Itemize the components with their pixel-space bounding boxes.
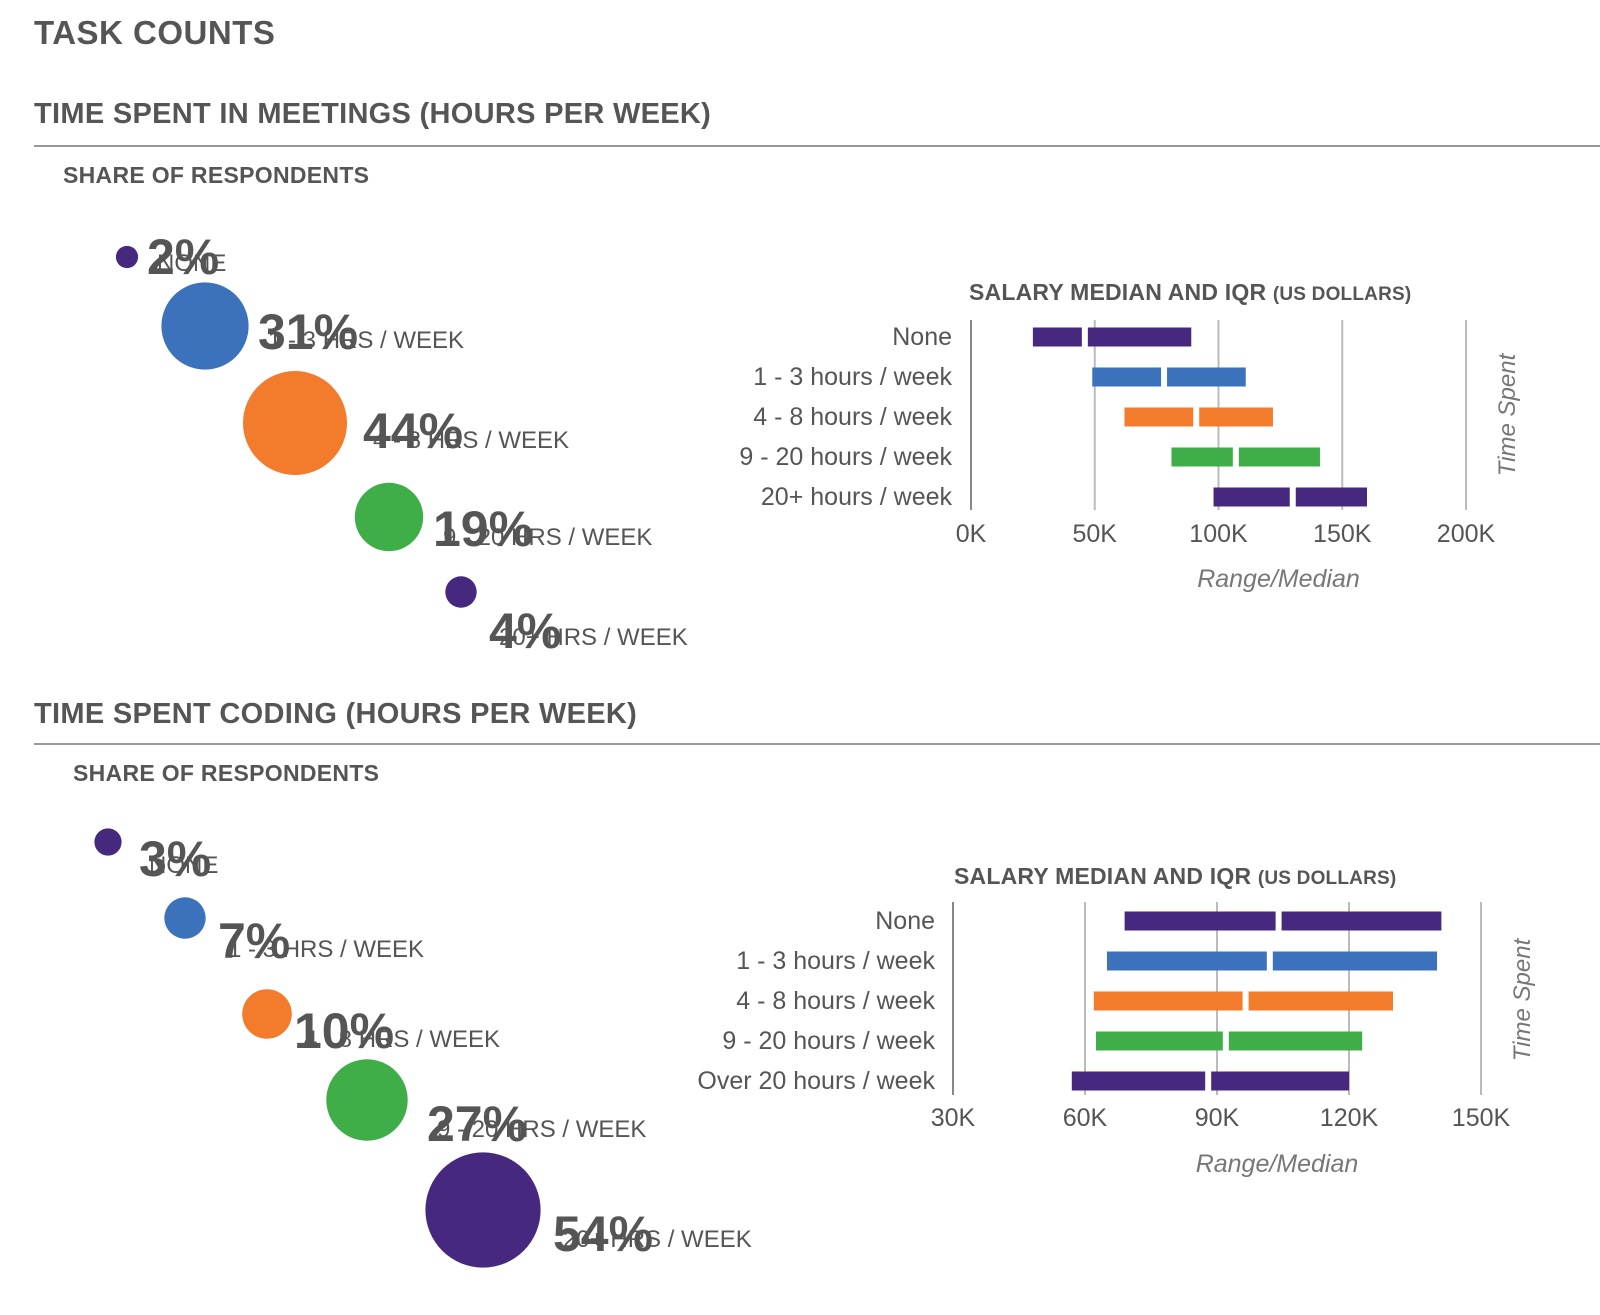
share-category-label: 4 - 8 HRS / WEEK: [304, 1026, 500, 1053]
salary-chart-title: SALARY MEDIAN AND IQR (US DOLLARS): [969, 279, 1412, 305]
row-label: Over 20 hours / week: [697, 1067, 935, 1095]
iqr-upper-bar: [1199, 407, 1273, 427]
share-percent-label: 7%: [218, 913, 290, 969]
share-bubble: [161, 282, 249, 370]
share-percent-label: 2%: [147, 229, 219, 285]
iqr-upper-bar: [1295, 487, 1367, 507]
share-category-label: NONE: [149, 852, 218, 879]
iqr-upper-bar: [1087, 327, 1192, 347]
iqr-upper-bar: [1228, 1031, 1363, 1051]
share-percent-label: 10%: [294, 1003, 394, 1059]
x-tick-label: 120K: [1320, 1104, 1379, 1132]
iqr-lower-bar: [1171, 447, 1233, 467]
x-tick-label: 60K: [1063, 1104, 1108, 1132]
x-tick-label: 150K: [1452, 1104, 1511, 1132]
share-category-label: 9 - 20 HRS / WEEK: [437, 1116, 646, 1143]
x-tick-label: 100K: [1189, 520, 1248, 548]
row-label: 9 - 20 hours / week: [739, 443, 952, 471]
x-tick-label: 0K: [956, 520, 987, 548]
share-category-label: 20+ HRS / WEEK: [563, 1226, 752, 1253]
x-tick-label: 200K: [1437, 520, 1496, 548]
row-label: 1 - 3 hours / week: [753, 363, 952, 391]
share-bubble: [164, 897, 206, 939]
share-percent-label: 31%: [258, 304, 358, 360]
row-label: 4 - 8 hours / week: [753, 403, 952, 431]
iqr-lower-bar: [1092, 367, 1162, 387]
x-tick-label: 30K: [931, 1104, 976, 1132]
iqr-upper-bar: [1281, 911, 1442, 931]
iqr-upper-bar: [1211, 1071, 1349, 1091]
share-bubble-chart-coding: 3%NONE 7%1 - 3 HRS / WEEK 10%4 - 8 HRS / W…: [94, 828, 752, 1268]
row-label: 20+ hours / week: [761, 483, 953, 511]
y-axis-title: Time Spent: [1494, 352, 1521, 476]
section-divider: [34, 145, 1600, 147]
x-axis-title: Range/Median: [1197, 565, 1360, 593]
salary-chart-title: SALARY MEDIAN AND IQR (US DOLLARS): [954, 863, 1397, 889]
x-tick-label: 90K: [1195, 1104, 1240, 1132]
iqr-lower-bar: [1096, 1031, 1223, 1051]
iqr-upper-bar: [1272, 951, 1437, 971]
share-category-label: 9 - 20 HRS / WEEK: [443, 524, 652, 551]
iqr-upper-bar: [1167, 367, 1246, 387]
share-bubble: [425, 1152, 541, 1268]
share-category-label: 4 - 8 HRS / WEEK: [373, 427, 569, 454]
section-title-coding: TIME SPENT CODING (HOURS PER WEEK): [34, 698, 638, 730]
share-bubble: [326, 1059, 408, 1141]
share-percent-label: 54%: [553, 1206, 653, 1262]
share-percent-label: 4%: [489, 603, 561, 659]
share-bubble: [354, 482, 424, 552]
share-category-label: 1 - 3 HRS / WEEK: [268, 327, 464, 354]
iqr-lower-bar: [1071, 1071, 1206, 1091]
x-axis-title: Range/Median: [1196, 1150, 1359, 1178]
row-label: 1 - 3 hours / week: [736, 947, 935, 975]
x-tick-label: 50K: [1073, 520, 1118, 548]
share-percent-label: 44%: [363, 403, 463, 459]
share-label: SHARE OF RESPONDENTS: [73, 760, 380, 786]
share-label: SHARE OF RESPONDENTS: [63, 162, 370, 188]
iqr-upper-bar: [1238, 447, 1320, 467]
row-label: 4 - 8 hours / week: [736, 987, 935, 1015]
share-bubble: [242, 989, 292, 1039]
iqr-lower-bar: [1107, 951, 1267, 971]
row-label: None: [875, 907, 935, 935]
iqr-lower-bar: [1032, 327, 1082, 347]
share-bubble-chart-meetings: 2%NONE 31%1 - 3 HRS / WEEK 44%4 - 8 HRS / …: [115, 229, 688, 659]
iqr-upper-bar: [1248, 991, 1393, 1011]
share-category-label: NONE: [157, 250, 226, 277]
salary-range-chart-coding: 30K 60K 90K 120K 150K None 1 - 3 hours / week 4…: [697, 902, 1536, 1178]
share-category-label: 20+ HRS / WEEK: [499, 624, 688, 651]
iqr-lower-bar: [1124, 407, 1194, 427]
y-axis-title: Time Spent: [1509, 937, 1536, 1061]
section-title-meetings: TIME SPENT IN MEETINGS (HOURS PER WEEK): [34, 98, 712, 130]
share-percent-label: 3%: [139, 831, 211, 887]
share-bubble: [94, 828, 122, 856]
iqr-lower-bar: [1093, 991, 1243, 1011]
share-bubble: [445, 576, 477, 608]
share-percent-label: 19%: [433, 501, 533, 557]
row-label: 9 - 20 hours / week: [722, 1027, 935, 1055]
row-label: None: [892, 323, 952, 351]
share-percent-label: 27%: [427, 1096, 527, 1152]
iqr-lower-bar: [1213, 487, 1290, 507]
x-tick-label: 150K: [1313, 520, 1372, 548]
page-title: TASK COUNTS: [34, 14, 276, 51]
iqr-lower-bar: [1124, 911, 1276, 931]
share-category-label: 1 - 3 HRS / WEEK: [228, 936, 424, 963]
section-divider: [34, 743, 1600, 745]
share-bubble: [243, 371, 347, 475]
share-bubble: [115, 245, 139, 269]
salary-range-chart-meetings: 0K 50K 100K 150K 200K None 1 - 3 hours / week 4…: [739, 320, 1521, 593]
